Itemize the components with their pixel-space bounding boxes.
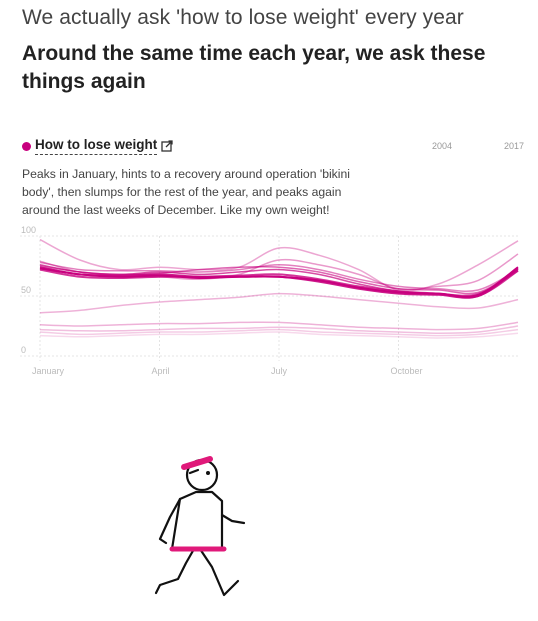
x-tick-label: January [32,366,65,376]
x-tick-label: October [391,366,423,376]
x-tick-label: April [152,366,170,376]
legend-end-year: 2017 [504,141,525,151]
topic-link[interactable]: How to lose weight [22,137,173,155]
y-tick-label: 100 [21,225,36,235]
topic-label[interactable]: How to lose weight [35,137,158,155]
series-line [39,328,519,337]
series-line [39,238,519,292]
legend-start-year: 2004 [432,141,453,151]
trend-chart: January April July October 0 50 100 [20,225,519,376]
external-link-icon[interactable] [161,140,173,152]
series-line [39,266,519,298]
page-title: We actually ask 'how to lose weight' eve… [22,6,464,29]
stick-figure-illustration [154,456,246,597]
headline: Around the same time each year, we ask t… [22,42,486,93]
series-line [39,325,519,334]
series-line [39,261,519,292]
series-line [39,292,519,314]
y-tick-label: 50 [21,285,31,295]
year-legend: 2004 2017 [432,141,524,151]
chart-lines [39,238,519,339]
x-axis-labels: January April July October [32,366,423,376]
y-axis-labels: 0 50 100 [21,225,36,355]
legend-gradient-line [455,145,502,147]
y-tick-label: 0 [21,345,26,355]
topic-description: Peaks in January, hints to a recovery ar… [22,167,350,217]
series-line [39,321,519,331]
x-tick-label: July [271,366,288,376]
series-line [39,331,519,339]
chart-grid [20,235,518,361]
topic-color-dot [22,141,31,151]
